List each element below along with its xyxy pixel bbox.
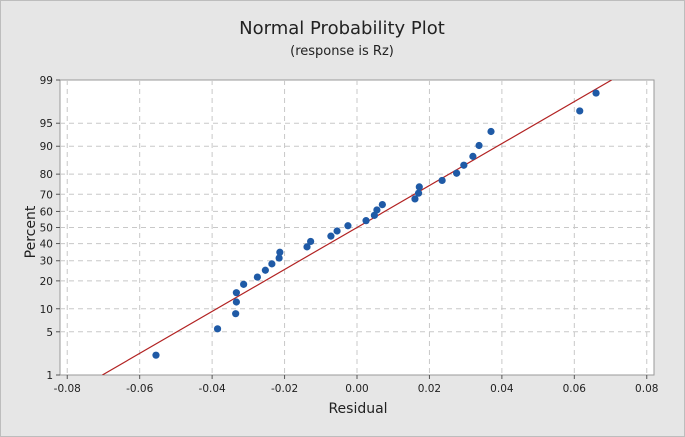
x-tick-label: 0.02 bbox=[418, 383, 441, 395]
data-point bbox=[303, 243, 311, 251]
grid-lines bbox=[60, 80, 654, 375]
y-tick-label: 50 bbox=[40, 223, 53, 235]
data-point bbox=[333, 227, 341, 235]
data-point bbox=[438, 176, 446, 185]
data-point bbox=[475, 141, 483, 150]
axis-ticks: 1 5 10 20 30 40 50 60 70 80 90 95 99 -0.08 -0.06 -0.04 -… bbox=[40, 75, 659, 395]
data-point bbox=[592, 89, 600, 97]
data-point bbox=[268, 260, 276, 268]
data-point bbox=[232, 310, 240, 318]
data-point bbox=[411, 195, 419, 203]
data-points bbox=[152, 89, 600, 359]
y-tick-label: 60 bbox=[40, 206, 53, 218]
data-point bbox=[362, 217, 370, 225]
data-point bbox=[469, 152, 477, 160]
x-tick-label: -0.08 bbox=[54, 383, 81, 395]
x-tick-label: 0.00 bbox=[345, 383, 368, 395]
x-axis-label: Residual bbox=[328, 401, 387, 417]
y-tick-label: 80 bbox=[40, 169, 53, 181]
data-point bbox=[327, 232, 335, 240]
y-tick-label: 10 bbox=[40, 304, 53, 316]
y-tick-label: 70 bbox=[40, 189, 53, 201]
data-point bbox=[487, 127, 495, 136]
data-point bbox=[344, 222, 352, 230]
y-tick-label: 1 bbox=[46, 370, 53, 382]
x-tick-label: -0.04 bbox=[199, 383, 226, 395]
x-tick-label: -0.02 bbox=[271, 383, 298, 395]
y-tick-label: 20 bbox=[40, 276, 53, 288]
data-point bbox=[276, 248, 284, 256]
data-point bbox=[415, 183, 423, 191]
y-tick-label: 90 bbox=[40, 141, 53, 153]
x-tick-label: 0.04 bbox=[490, 383, 514, 395]
data-point bbox=[240, 280, 248, 288]
data-point bbox=[373, 206, 381, 214]
data-point bbox=[370, 211, 378, 219]
fit-line bbox=[102, 80, 612, 375]
data-point bbox=[453, 169, 461, 177]
y-tick-label: 99 bbox=[40, 75, 53, 87]
y-tick-label: 40 bbox=[40, 239, 53, 251]
data-point bbox=[414, 189, 423, 197]
chart-subtitle: (response is Rz) bbox=[290, 44, 394, 59]
y-tick-label: 5 bbox=[46, 327, 53, 339]
data-point bbox=[261, 266, 269, 274]
data-point bbox=[253, 273, 261, 281]
data-point bbox=[378, 201, 386, 209]
data-point bbox=[213, 325, 222, 333]
data-point bbox=[576, 107, 584, 115]
y-tick-label: 30 bbox=[40, 256, 53, 268]
chart-title: Normal Probability Plot bbox=[239, 18, 445, 39]
data-point bbox=[152, 351, 160, 359]
x-tick-label: -0.06 bbox=[126, 383, 153, 395]
x-tick-label: 0.08 bbox=[635, 383, 658, 395]
x-tick-label: 0.06 bbox=[563, 383, 587, 395]
data-point bbox=[307, 237, 315, 246]
fit-line-group bbox=[102, 80, 612, 375]
y-axis-label: Percent bbox=[23, 205, 39, 258]
data-point bbox=[275, 254, 283, 262]
data-point bbox=[460, 161, 468, 169]
data-point bbox=[232, 298, 240, 306]
y-tick-label: 95 bbox=[40, 118, 53, 130]
data-point bbox=[232, 289, 240, 297]
